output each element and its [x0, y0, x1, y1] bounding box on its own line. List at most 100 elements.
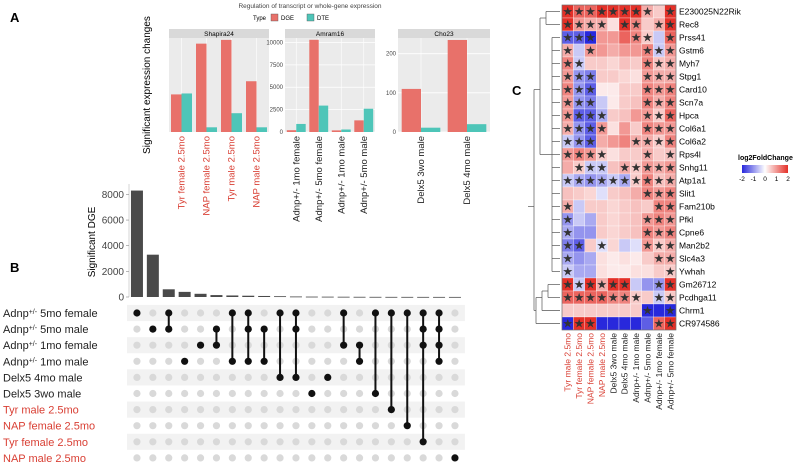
matrix-dot — [196, 309, 205, 317]
matrix-dot — [212, 309, 221, 317]
matrix-dot — [324, 389, 332, 398]
significance-star: ★ — [562, 148, 573, 162]
matrix-dot — [324, 325, 332, 333]
heatmap-cell — [653, 30, 665, 45]
matrix-dot-active — [149, 325, 157, 333]
matrix-dot-active — [308, 389, 316, 398]
bar-dge — [331, 130, 342, 132]
heatmap-cell — [653, 4, 665, 19]
significance-star: ★ — [574, 148, 585, 162]
significance-star: ★ — [562, 135, 573, 149]
matrix-dot — [149, 389, 157, 398]
heatmap-cell — [607, 186, 620, 201]
matrix-dot — [133, 325, 141, 333]
bar-dte — [206, 127, 217, 132]
intersection-bar — [305, 296, 318, 298]
bar-dge — [354, 120, 364, 132]
bar-dte — [421, 127, 441, 132]
matrix-dot — [340, 389, 348, 398]
bar-dte — [256, 127, 267, 132]
row-label: Hpca — [679, 111, 699, 121]
significance-star: ★ — [597, 239, 608, 253]
matrix-dot — [387, 454, 395, 462]
significance-star: ★ — [562, 18, 573, 32]
y-tick-label: 10000 — [266, 40, 283, 46]
set-label: Adnp+/- 1mo male — [3, 356, 88, 368]
category-label: Adnp+/- 1mo female — [291, 136, 302, 222]
significance-star: ★ — [665, 291, 676, 305]
matrix-dot — [196, 389, 205, 398]
heatmap-cell — [630, 82, 642, 97]
matrix-dot — [133, 389, 141, 398]
matrix-dot — [181, 438, 189, 446]
significance-star: ★ — [574, 31, 585, 45]
matrix-dot-active — [181, 357, 189, 365]
significance-star: ★ — [562, 200, 573, 214]
significance-star: ★ — [574, 239, 585, 253]
significance-star: ★ — [619, 174, 630, 188]
significance-star: ★ — [654, 239, 665, 253]
significance-star: ★ — [665, 83, 676, 97]
heatmap-cell — [607, 134, 620, 149]
significance-star: ★ — [665, 317, 676, 331]
heatmap-cell — [641, 277, 654, 292]
significance-star: ★ — [619, 278, 630, 292]
matrix-dot — [308, 438, 316, 446]
heatmap-cell — [618, 56, 631, 71]
heatmap-cell — [596, 199, 608, 214]
significance-star: ★ — [631, 5, 642, 19]
row-label: Gstm6 — [679, 46, 704, 56]
bar-dte — [296, 123, 306, 132]
facet-amram16: Amram16 0 2500 5000 7500 10000 Adnp+/- 1mo fem… — [266, 29, 375, 222]
row-label: CR974586 — [679, 319, 720, 329]
matrix-dot — [228, 422, 236, 430]
intersection-bar — [242, 295, 255, 297]
matrix-dot — [149, 341, 157, 349]
matrix-dot — [340, 406, 348, 414]
significance-star: ★ — [574, 70, 585, 84]
matrix-dot — [196, 373, 205, 381]
matrix-dot — [149, 357, 157, 365]
matrix-dot — [371, 454, 380, 462]
heatmap-cell — [641, 199, 654, 214]
heatmap-cell — [618, 186, 631, 201]
row-label: Pfkl — [679, 215, 693, 225]
matrix-dot — [196, 422, 205, 430]
heatmap-cell — [630, 316, 642, 331]
significance-star: ★ — [631, 161, 642, 175]
matrix-dot-active — [133, 309, 141, 317]
y-tick-label: 8000 — [102, 190, 125, 201]
matrix-dot — [133, 422, 141, 430]
heatmap-cell — [596, 134, 608, 149]
matrix-dot — [212, 373, 221, 381]
significance-star: ★ — [585, 161, 596, 175]
matrix-dot — [435, 454, 443, 462]
significance-star: ★ — [665, 5, 676, 19]
heatmap-cell — [561, 303, 574, 318]
intersection-bar — [433, 296, 446, 298]
matrix-dot — [244, 454, 252, 462]
significance-star: ★ — [619, 18, 630, 32]
significance-star: ★ — [597, 174, 608, 188]
matrix-dot — [435, 422, 443, 430]
heatmap-cell — [618, 30, 631, 45]
heatmap-cell — [630, 121, 642, 136]
legend-tick-label: 0 — [763, 176, 767, 183]
set-label: NAP female 2.5mo — [3, 421, 95, 433]
significance-star: ★ — [562, 109, 573, 123]
y-tick-label: 2500 — [270, 108, 284, 114]
heatmap-cell — [630, 95, 642, 110]
matrix-dot — [181, 309, 189, 317]
matrix-dot — [308, 325, 316, 333]
matrix-dot — [165, 438, 173, 446]
significance-star: ★ — [654, 291, 665, 305]
matrix-dot — [324, 438, 332, 446]
row-label: Pcdhga11 — [679, 293, 717, 303]
significance-star: ★ — [665, 265, 676, 279]
row-label: E230025N22Rik — [679, 7, 742, 17]
matrix-dot-active — [451, 454, 459, 462]
matrix-dot — [260, 422, 268, 430]
row-label: Fam210b — [679, 202, 715, 212]
heatmap-cell — [584, 303, 597, 318]
matrix-dot — [212, 438, 221, 446]
